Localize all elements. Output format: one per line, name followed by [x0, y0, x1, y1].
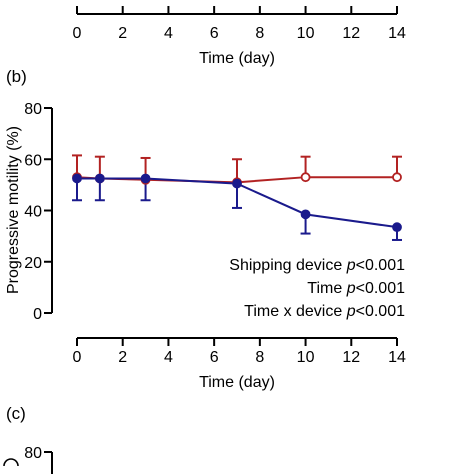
series-1-point-3	[232, 178, 242, 189]
annotation-1-value: <0.001	[356, 280, 405, 297]
series-0-point-4	[300, 172, 311, 183]
panel-label-b: (b)	[6, 67, 27, 86]
top-x-tick-label-2: 2	[118, 25, 127, 42]
annotation-line-1: Time p<0.001	[307, 280, 405, 297]
series-1-point-1	[94, 173, 105, 184]
y-tick-label-60: 60	[24, 152, 42, 169]
y-tick-label-20: 20	[24, 255, 42, 272]
x-tick-label-4: 4	[164, 349, 173, 366]
top-x-tick-label-10: 10	[297, 25, 315, 42]
top-x-tick-label-6: 6	[210, 25, 219, 42]
y-tick-label-40: 40	[24, 204, 42, 221]
annotation-0-label: Shipping device	[229, 257, 346, 274]
x-ticks: 0 2 4 6 8 10 12 14	[73, 338, 406, 366]
x-tick-label-12: 12	[342, 349, 360, 366]
top-x-axis-title: Time (day)	[199, 50, 275, 67]
top-x-tick-label-12: 12	[342, 25, 360, 42]
annotation-2-label: Time x device	[244, 303, 347, 320]
top-x-tick-label-0: 0	[73, 25, 82, 42]
annotation-line-2: Time x device p<0.001	[244, 303, 405, 320]
panel-c-y-tick-label-80: 80	[24, 445, 42, 462]
panel-c: (c) 80	[3, 404, 53, 474]
x-tick-label-10: 10	[297, 349, 315, 366]
y-ticks: 0 20 40 60 80	[24, 101, 52, 323]
annotation-0-p-symbol: p	[346, 257, 356, 274]
top-panel: 0 2 4 6 8 10 12 14 Time (day)	[73, 6, 406, 67]
top-x-tick-label-8: 8	[255, 25, 264, 42]
top-x-tick-label-14: 14	[388, 25, 406, 42]
annotation-1-p-symbol: p	[346, 280, 356, 297]
series-1-point-0	[72, 173, 82, 184]
series-0-point-5	[392, 172, 402, 183]
annotation-2-p-symbol: p	[346, 303, 356, 320]
y-axis-title: Progressive motility (%)	[5, 126, 22, 294]
y-tick-label-0: 0	[33, 306, 42, 323]
series-1-point-4	[300, 209, 311, 220]
x-tick-label-0: 0	[73, 349, 82, 366]
x-tick-label-14: 14	[388, 349, 406, 366]
panel-c-y-axis-title-fragment	[3, 458, 19, 467]
y-tick-label-80: 80	[24, 101, 42, 118]
annotation-line-0: Shipping device p<0.001	[229, 257, 405, 274]
series-1-markers	[72, 173, 402, 233]
series-1-point-2	[140, 173, 151, 184]
x-tick-label-6: 6	[210, 349, 219, 366]
annotation-1-label: Time	[307, 280, 346, 297]
x-tick-label-2: 2	[118, 349, 127, 366]
top-x-ticks: 0 2 4 6 8 10 12 14	[73, 6, 406, 42]
annotation-0-value: <0.001	[356, 257, 405, 274]
series-1-point-5	[392, 222, 402, 233]
series-layer	[72, 154, 402, 241]
annotation-2-value: <0.001	[356, 303, 405, 320]
x-tick-label-8: 8	[255, 349, 264, 366]
panel-label-c: (c)	[6, 404, 26, 423]
x-axis-title: Time (day)	[199, 374, 275, 391]
top-x-tick-label-4: 4	[164, 25, 173, 42]
